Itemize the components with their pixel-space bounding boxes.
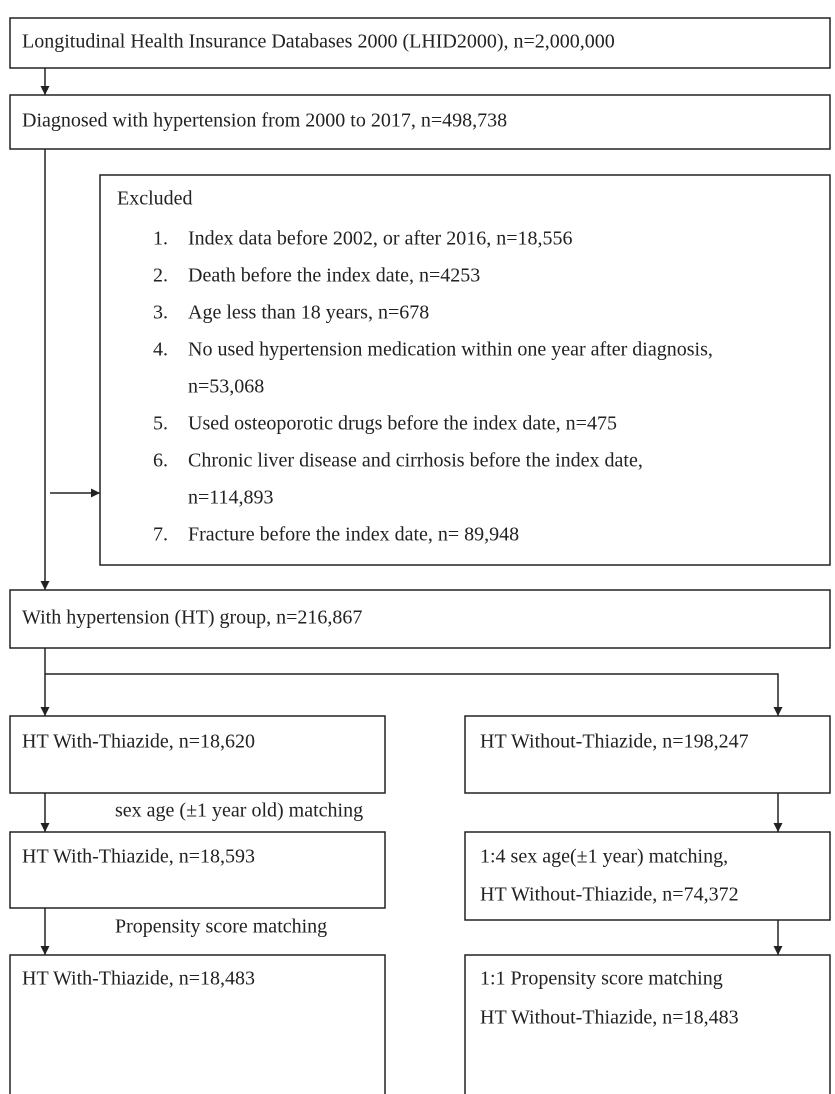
item-text: Death before the index date, n=4253 [188, 265, 480, 287]
item-number: 5. [153, 413, 168, 435]
node-label: 1:1 Propensity score matching [480, 968, 723, 990]
box [464, 954, 831, 1094]
box [9, 831, 386, 909]
edge-label: Propensity score matching [115, 916, 327, 938]
node-label: Longitudinal Health Insurance Databases … [22, 31, 615, 53]
excluded-box [99, 174, 831, 566]
node-label: HT With-Thiazide, n=18,483 [22, 968, 255, 990]
item-number: 7. [153, 524, 168, 546]
excluded-heading: Excluded [117, 188, 193, 210]
item-number: 3. [153, 302, 168, 324]
node-label: HT With-Thiazide, n=18,593 [22, 846, 255, 868]
node-label: HT With-Thiazide, n=18,620 [22, 731, 255, 753]
node-label: With hypertension (HT) group, n=216,867 [22, 607, 362, 629]
item-text: Age less than 18 years, n=678 [188, 302, 429, 324]
item-text: n=114,893 [188, 487, 274, 509]
node-label: HT Without-Thiazide, n=198,247 [480, 731, 749, 753]
node-label: HT Without-Thiazide, n=18,483 [480, 1007, 739, 1029]
box [9, 17, 831, 69]
box [9, 589, 831, 649]
item-text: n=53,068 [188, 376, 264, 398]
arrow [45, 673, 783, 716]
box [464, 831, 831, 921]
item-text: Used osteoporotic drugs before the index… [188, 413, 617, 435]
item-text: Chronic liver disease and cirrhosis befo… [188, 450, 643, 472]
item-text: Index data before 2002, or after 2016, n… [188, 228, 573, 250]
item-text: Fracture before the index date, n= 89,94… [188, 524, 519, 546]
item-number: 4. [153, 339, 168, 361]
box [9, 715, 386, 794]
node-label: Diagnosed with hypertension from 2000 to… [22, 110, 507, 132]
excluded-list: 1. Index data before 2002, or after 2016,… [153, 228, 713, 546]
item-text: No used hypertension medication within o… [188, 339, 713, 361]
item-number: 1. [153, 228, 168, 250]
box [464, 715, 831, 794]
edge-label: sex age (±1 year old) matching [115, 800, 363, 822]
node-label: HT Without-Thiazide, n=74,372 [480, 884, 739, 906]
item-number: 2. [153, 265, 168, 287]
box [9, 94, 831, 150]
box [9, 954, 386, 1094]
item-number: 6. [153, 450, 168, 472]
node-label: 1:4 sex age(±1 year) matching, [480, 846, 728, 868]
